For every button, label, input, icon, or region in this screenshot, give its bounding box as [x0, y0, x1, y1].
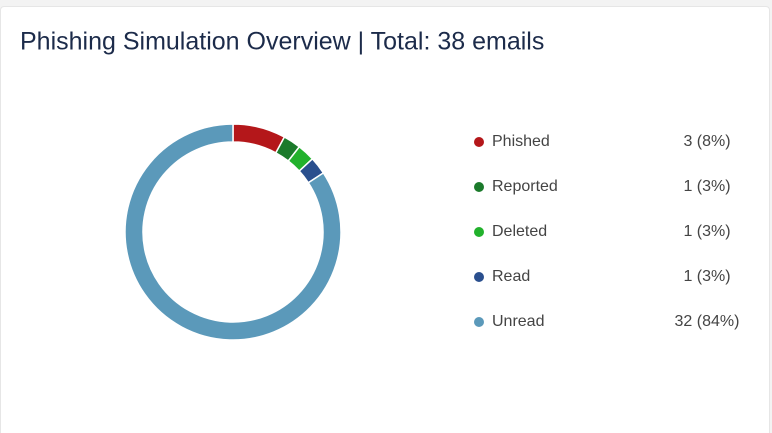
- legend-marker: [474, 272, 484, 282]
- legend-value: 1 (3%): [683, 223, 730, 240]
- legend-label: Phished: [492, 133, 550, 150]
- legend-marker: [474, 137, 484, 147]
- legend-value: 32 (84%): [675, 313, 740, 330]
- donut-slice: [124, 123, 342, 341]
- legend-marker: [474, 182, 484, 192]
- legend-label: Deleted: [492, 223, 547, 240]
- legend-label: Read: [492, 268, 530, 285]
- legend-marker: [474, 317, 484, 327]
- legend-label: Unread: [492, 313, 544, 330]
- chart-title: Phishing Simulation Overview | Total: 38…: [20, 28, 544, 56]
- legend-value: 1 (3%): [683, 268, 730, 285]
- legend-value: 1 (3%): [683, 178, 730, 195]
- legend-label: Reported: [492, 178, 558, 195]
- legend-marker: [474, 227, 484, 237]
- legend-value: 3 (8%): [683, 133, 730, 150]
- donut-slice: [232, 123, 286, 154]
